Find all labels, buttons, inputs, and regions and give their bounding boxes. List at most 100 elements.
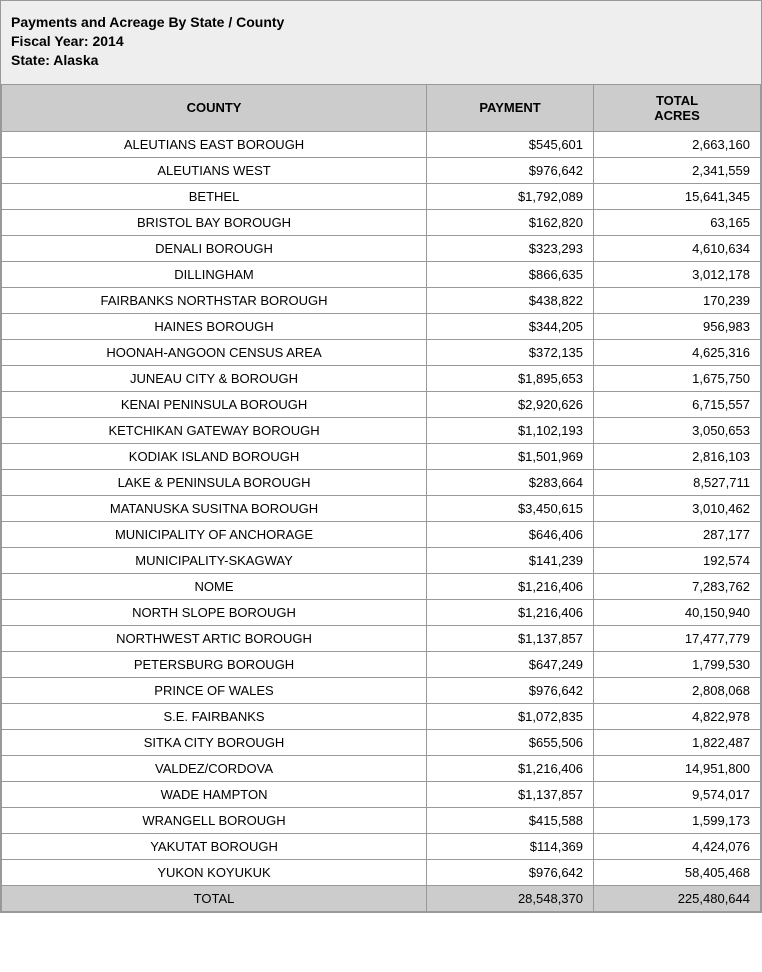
table-row: YAKUTAT BOROUGH$114,3694,424,076 (2, 833, 761, 859)
payments-table: COUNTY PAYMENT TOTAL ACRES ALEUTIANS EAS… (1, 84, 761, 912)
payment-cell: $114,369 (427, 833, 594, 859)
county-cell: BETHEL (2, 183, 427, 209)
table-row: MUNICIPALITY OF ANCHORAGE$646,406287,177 (2, 521, 761, 547)
payment-cell: $3,450,615 (427, 495, 594, 521)
county-cell: ALEUTIANS WEST (2, 157, 427, 183)
acres-cell: 2,816,103 (594, 443, 761, 469)
payment-cell: $372,135 (427, 339, 594, 365)
county-cell: YUKON KOYUKUK (2, 859, 427, 885)
county-cell: JUNEAU CITY & BOROUGH (2, 365, 427, 391)
table-row: WADE HAMPTON$1,137,8579,574,017 (2, 781, 761, 807)
table-row: MATANUSKA SUSITNA BOROUGH$3,450,6153,010… (2, 495, 761, 521)
payment-cell: $415,588 (427, 807, 594, 833)
table-header-row: COUNTY PAYMENT TOTAL ACRES (2, 84, 761, 131)
table-row: NORTH SLOPE BOROUGH$1,216,40640,150,940 (2, 599, 761, 625)
table-row: WRANGELL BOROUGH$415,5881,599,173 (2, 807, 761, 833)
payment-cell: $344,205 (427, 313, 594, 339)
payment-cell: $1,216,406 (427, 573, 594, 599)
county-cell: SITKA CITY BOROUGH (2, 729, 427, 755)
payment-cell: $545,601 (427, 131, 594, 157)
payment-cell: $162,820 (427, 209, 594, 235)
acres-cell: 4,822,978 (594, 703, 761, 729)
fiscal-year-label: Fiscal Year: 2014 (11, 32, 751, 51)
payment-cell: $1,216,406 (427, 599, 594, 625)
payment-cell: $1,072,835 (427, 703, 594, 729)
state-label: State: Alaska (11, 51, 751, 70)
payment-cell: $1,216,406 (427, 755, 594, 781)
table-row: NORTHWEST ARTIC BOROUGH$1,137,85717,477,… (2, 625, 761, 651)
payment-cell: $1,501,969 (427, 443, 594, 469)
acres-cell: 170,239 (594, 287, 761, 313)
table-row: KETCHIKAN GATEWAY BOROUGH$1,102,1933,050… (2, 417, 761, 443)
total-label-cell: TOTAL (2, 885, 427, 911)
county-cell: PETERSBURG BOROUGH (2, 651, 427, 677)
county-cell: FAIRBANKS NORTHSTAR BOROUGH (2, 287, 427, 313)
acres-cell: 2,808,068 (594, 677, 761, 703)
table-row: SITKA CITY BOROUGH$655,5061,822,487 (2, 729, 761, 755)
county-cell: DILLINGHAM (2, 261, 427, 287)
county-cell: VALDEZ/CORDOVA (2, 755, 427, 781)
county-cell: KODIAK ISLAND BOROUGH (2, 443, 427, 469)
county-cell: DENALI BOROUGH (2, 235, 427, 261)
column-header-acres-line2: ACRES (654, 108, 700, 123)
payment-cell: $323,293 (427, 235, 594, 261)
acres-cell: 63,165 (594, 209, 761, 235)
report-container: Payments and Acreage By State / County F… (0, 0, 762, 913)
total-payment-cell: 28,548,370 (427, 885, 594, 911)
table-row: KENAI PENINSULA BOROUGH$2,920,6266,715,5… (2, 391, 761, 417)
county-cell: PRINCE OF WALES (2, 677, 427, 703)
county-cell: WRANGELL BOROUGH (2, 807, 427, 833)
table-row: KODIAK ISLAND BOROUGH$1,501,9692,816,103 (2, 443, 761, 469)
table-row: JUNEAU CITY & BOROUGH$1,895,6531,675,750 (2, 365, 761, 391)
county-cell: BRISTOL BAY BOROUGH (2, 209, 427, 235)
county-cell: LAKE & PENINSULA BOROUGH (2, 469, 427, 495)
acres-cell: 58,405,468 (594, 859, 761, 885)
table-row: PETERSBURG BOROUGH$647,2491,799,530 (2, 651, 761, 677)
payment-cell: $1,137,857 (427, 781, 594, 807)
acres-cell: 3,012,178 (594, 261, 761, 287)
table-row: YUKON KOYUKUK$976,64258,405,468 (2, 859, 761, 885)
county-cell: MATANUSKA SUSITNA BOROUGH (2, 495, 427, 521)
acres-cell: 7,283,762 (594, 573, 761, 599)
county-cell: KENAI PENINSULA BOROUGH (2, 391, 427, 417)
acres-cell: 8,527,711 (594, 469, 761, 495)
column-header-payment: PAYMENT (427, 84, 594, 131)
county-cell: YAKUTAT BOROUGH (2, 833, 427, 859)
table-row: DENALI BOROUGH$323,2934,610,634 (2, 235, 761, 261)
payment-cell: $438,822 (427, 287, 594, 313)
table-row: VALDEZ/CORDOVA$1,216,40614,951,800 (2, 755, 761, 781)
table-row: HAINES BOROUGH$344,205956,983 (2, 313, 761, 339)
payment-cell: $976,642 (427, 157, 594, 183)
county-cell: NORTH SLOPE BOROUGH (2, 599, 427, 625)
acres-cell: 4,625,316 (594, 339, 761, 365)
acres-cell: 3,010,462 (594, 495, 761, 521)
acres-cell: 15,641,345 (594, 183, 761, 209)
payment-cell: $976,642 (427, 677, 594, 703)
table-row: PRINCE OF WALES$976,6422,808,068 (2, 677, 761, 703)
county-cell: HAINES BOROUGH (2, 313, 427, 339)
county-cell: HOONAH-ANGOON CENSUS AREA (2, 339, 427, 365)
county-cell: NORTHWEST ARTIC BOROUGH (2, 625, 427, 651)
acres-cell: 1,799,530 (594, 651, 761, 677)
table-row: LAKE & PENINSULA BOROUGH$283,6648,527,71… (2, 469, 761, 495)
acres-cell: 3,050,653 (594, 417, 761, 443)
table-row: BRISTOL BAY BOROUGH$162,82063,165 (2, 209, 761, 235)
table-row: FAIRBANKS NORTHSTAR BOROUGH$438,822170,2… (2, 287, 761, 313)
payment-cell: $646,406 (427, 521, 594, 547)
county-cell: NOME (2, 573, 427, 599)
acres-cell: 2,663,160 (594, 131, 761, 157)
county-cell: MUNICIPALITY OF ANCHORAGE (2, 521, 427, 547)
acres-cell: 1,599,173 (594, 807, 761, 833)
table-row: ALEUTIANS WEST$976,6422,341,559 (2, 157, 761, 183)
acres-cell: 956,983 (594, 313, 761, 339)
table-row: BETHEL$1,792,08915,641,345 (2, 183, 761, 209)
payment-cell: $1,895,653 (427, 365, 594, 391)
table-row: NOME$1,216,4067,283,762 (2, 573, 761, 599)
county-cell: S.E. FAIRBANKS (2, 703, 427, 729)
acres-cell: 40,150,940 (594, 599, 761, 625)
acres-cell: 6,715,557 (594, 391, 761, 417)
table-row: DILLINGHAM$866,6353,012,178 (2, 261, 761, 287)
table-row: HOONAH-ANGOON CENSUS AREA$372,1354,625,3… (2, 339, 761, 365)
report-title: Payments and Acreage By State / County (11, 13, 751, 32)
payment-cell: $655,506 (427, 729, 594, 755)
